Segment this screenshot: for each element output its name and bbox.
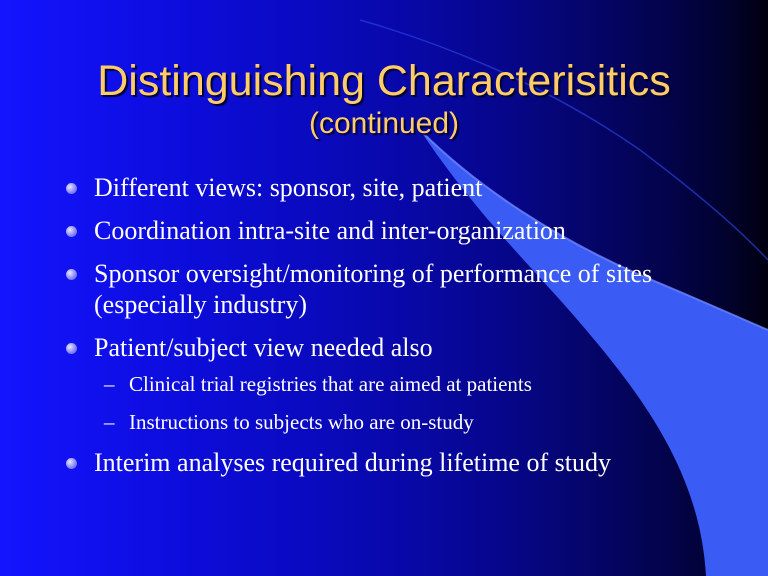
bullet-text: Coordination intra-site and inter-organi… (94, 216, 566, 245)
bullet-item: Interim analyses required during lifetim… (64, 447, 704, 478)
dash-icon: – (104, 410, 115, 434)
sub-bullet-list: – Clinical trial registries that are aim… (94, 371, 704, 435)
swoosh-shape (420, 130, 768, 576)
bullet-dot-icon (66, 458, 77, 469)
bullet-item: Patient/subject view needed also – Clini… (64, 332, 704, 435)
slide-title-block: Distinguishing Characterisitics (continu… (0, 56, 768, 142)
sub-bullet-item: – Instructions to subjects who are on-st… (94, 409, 704, 435)
bullet-text: Sponsor oversight/monitoring of performa… (94, 259, 653, 319)
slide-title: Distinguishing Characterisitics (97, 57, 671, 105)
bullet-text: Interim analyses required during lifetim… (94, 448, 611, 477)
slide-subtitle: (continued) (308, 107, 460, 140)
bullet-item: Coordination intra-site and inter-organi… (64, 215, 704, 246)
bullet-dot-icon (66, 183, 77, 194)
bullet-dot-icon (66, 226, 77, 237)
swoosh-arc (359, 19, 768, 261)
dash-icon: – (104, 372, 115, 396)
swoosh-highlight (419, 129, 768, 331)
bullet-item: Different views: sponsor, site, patient (64, 172, 704, 203)
sub-bullet-text: Clinical trial registries that are aimed… (129, 372, 532, 396)
bullet-dot-icon (66, 269, 77, 280)
sub-bullet-text: Instructions to subjects who are on-stud… (129, 410, 474, 434)
bullet-text: Different views: sponsor, site, patient (94, 173, 483, 202)
bullet-list: Different views: sponsor, site, patient … (64, 172, 704, 490)
sub-bullet-item: – Clinical trial registries that are aim… (94, 371, 704, 397)
bullet-text: Patient/subject view needed also (94, 333, 433, 362)
bullet-dot-icon (66, 343, 77, 354)
bullet-item: Sponsor oversight/monitoring of performa… (64, 258, 704, 320)
